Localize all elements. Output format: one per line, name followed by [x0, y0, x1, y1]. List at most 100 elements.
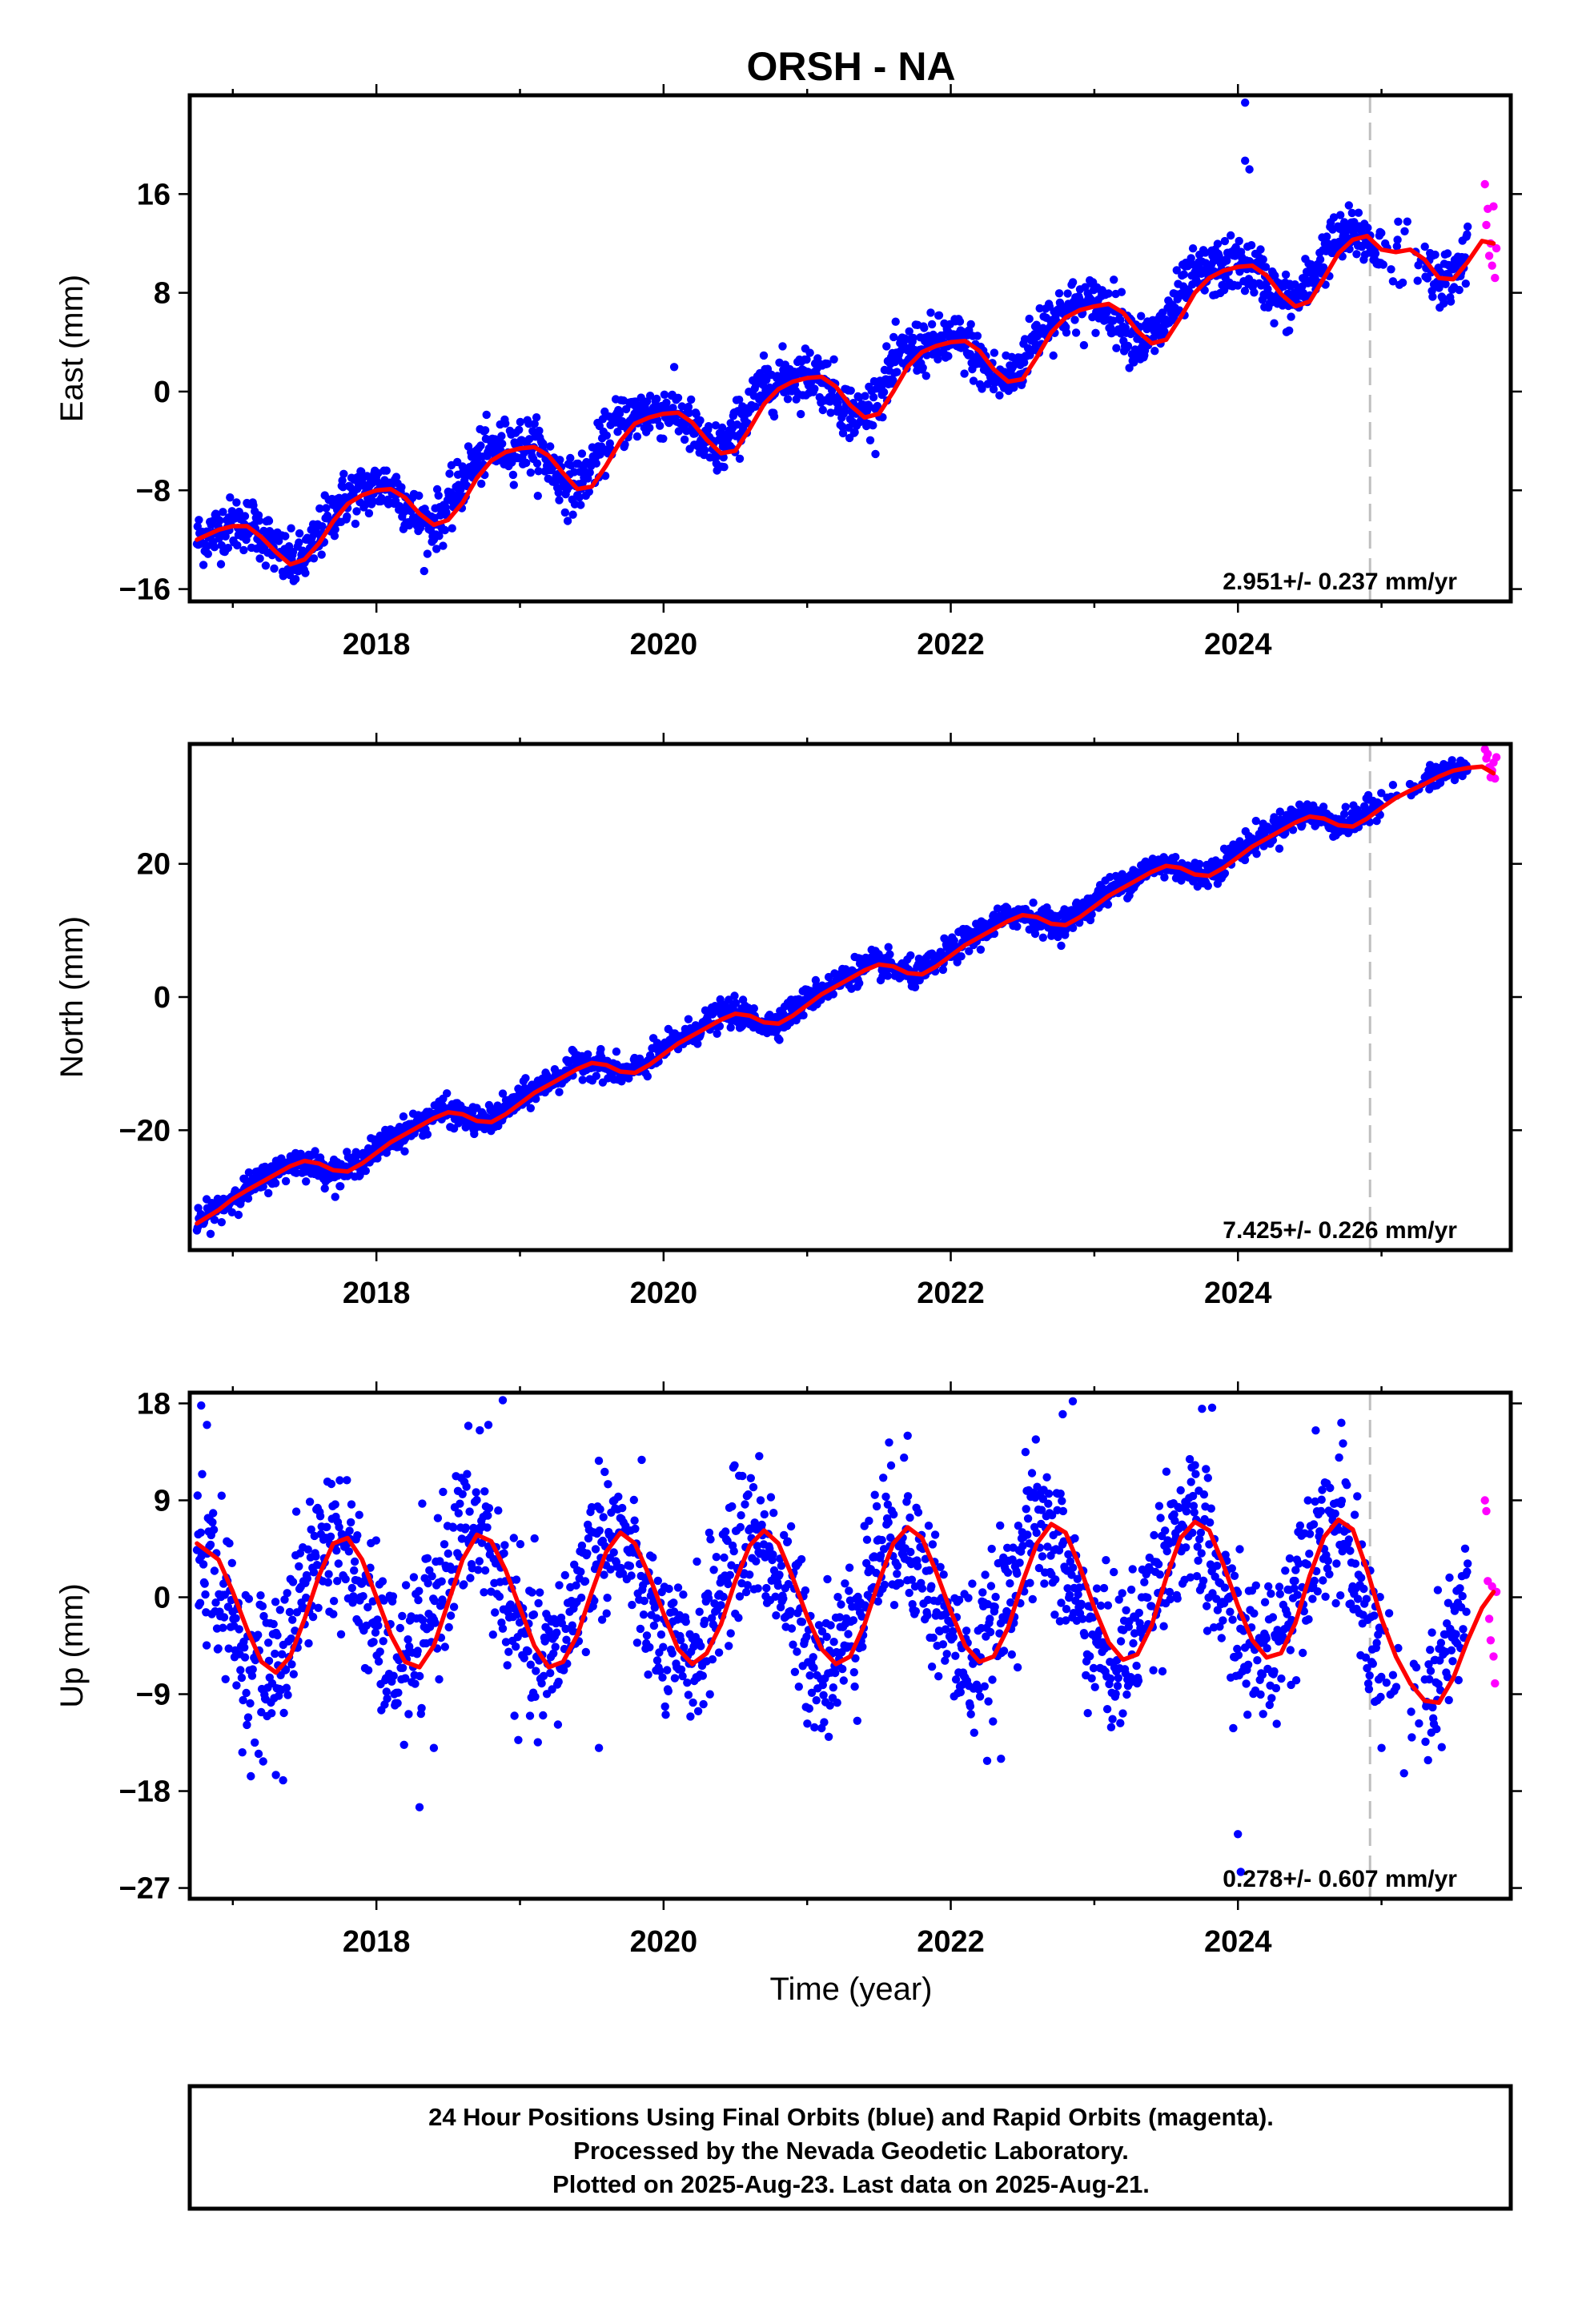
final-orbit-point — [331, 1192, 339, 1201]
final-orbit-point — [787, 1624, 797, 1633]
final-orbit-point — [697, 1642, 705, 1651]
rapid-orbit-point — [1484, 750, 1492, 758]
final-orbit-point — [327, 1479, 336, 1489]
final-orbit-point — [709, 1566, 718, 1574]
final-orbit-point — [693, 1557, 701, 1566]
final-orbit-point — [273, 1630, 282, 1640]
final-orbit-point — [738, 1471, 747, 1481]
final-orbit-point — [494, 1506, 503, 1515]
final-orbit-point — [1223, 256, 1231, 265]
final-orbit-point — [522, 458, 531, 468]
final-orbit-point — [602, 431, 611, 440]
final-orbit-point — [1054, 289, 1064, 298]
final-orbit-point — [1287, 312, 1295, 321]
final-orbit-point — [418, 1499, 427, 1508]
final-orbit-point — [303, 1545, 312, 1554]
final-orbit-point — [303, 1574, 311, 1583]
final-orbit-point — [221, 532, 230, 541]
final-orbit-point — [829, 355, 838, 364]
final-orbit-point — [237, 1673, 247, 1683]
final-orbit-point — [679, 1590, 688, 1599]
final-orbit-point — [336, 1182, 345, 1191]
final-orbit-point — [443, 1089, 452, 1098]
final-orbit-point — [534, 1598, 543, 1608]
x-tick-label: 2022 — [917, 628, 985, 661]
final-orbit-point — [669, 1598, 678, 1607]
final-orbit-point — [382, 466, 391, 475]
final-orbit-point — [1247, 241, 1256, 250]
final-orbit-point — [460, 1580, 468, 1589]
final-orbit-point — [1251, 816, 1261, 826]
final-orbit-point — [243, 1194, 253, 1203]
final-orbit-point — [309, 554, 319, 563]
final-orbit-outlier — [1241, 99, 1250, 107]
final-orbit-point — [1220, 236, 1230, 246]
final-orbit-point — [720, 1553, 729, 1562]
rapid-orbit-point — [1491, 273, 1500, 283]
chart-title: ORSH - NA — [746, 44, 955, 89]
final-orbit-point — [1388, 277, 1398, 286]
final-orbit-point — [398, 1663, 408, 1672]
final-orbit-point — [850, 428, 859, 436]
final-orbit-point — [196, 1528, 205, 1538]
final-orbit-point — [790, 1667, 800, 1676]
final-orbit-point — [472, 1495, 481, 1505]
final-orbit-point — [850, 1682, 859, 1691]
final-orbit-point — [1240, 287, 1250, 296]
final-orbit-point — [693, 1707, 703, 1715]
final-orbit-point — [736, 1522, 745, 1532]
final-orbit-point — [689, 1698, 697, 1707]
final-orbit-point — [600, 1467, 609, 1477]
final-orbit-point — [1311, 274, 1319, 283]
final-orbit-point — [810, 384, 819, 393]
final-orbit-point — [741, 1587, 751, 1597]
final-orbit-point — [474, 1566, 483, 1574]
final-orbit-point — [364, 509, 374, 518]
final-orbit-point — [198, 1470, 207, 1479]
final-orbit-point — [396, 1623, 404, 1633]
final-orbit-point — [423, 1554, 432, 1563]
final-orbit-point — [415, 491, 424, 501]
final-orbit-point — [528, 1588, 536, 1597]
final-orbit-point — [701, 1616, 709, 1626]
final-orbit-point — [696, 416, 705, 425]
final-orbit-point — [347, 1500, 356, 1509]
final-orbit-point — [226, 493, 235, 502]
final-orbit-point — [415, 1586, 424, 1595]
final-orbit-point — [288, 1578, 298, 1586]
final-orbit-point — [755, 1452, 764, 1461]
final-orbit-point — [877, 1535, 886, 1545]
final-orbit-point — [583, 1549, 592, 1558]
final-orbit-point — [254, 1749, 263, 1759]
final-orbit-point — [576, 1567, 585, 1576]
final-orbit-point — [440, 1642, 449, 1651]
final-orbit-point — [295, 1562, 303, 1571]
final-orbit-point — [464, 1421, 473, 1430]
final-orbit-point — [1049, 351, 1058, 360]
final-orbit-point — [512, 1642, 520, 1651]
final-orbit-point — [822, 1632, 831, 1642]
final-orbit-point — [640, 1596, 648, 1606]
final-orbit-point — [978, 384, 986, 393]
final-orbit-point — [391, 472, 401, 481]
final-orbit-point — [1215, 251, 1223, 260]
final-orbit-point — [1443, 249, 1452, 258]
final-orbit-point — [199, 561, 208, 569]
final-orbit-point — [769, 1509, 778, 1518]
final-orbit-point — [1455, 285, 1464, 295]
final-orbit-point — [217, 1491, 226, 1500]
final-orbit-point — [463, 1470, 472, 1478]
final-orbit-point — [1275, 844, 1284, 853]
final-orbit-point — [498, 439, 507, 448]
final-orbit-point — [338, 476, 347, 485]
final-orbit-point — [670, 1674, 680, 1683]
final-orbit-point — [881, 1492, 890, 1502]
final-orbit-point — [752, 1557, 761, 1566]
final-orbit-point — [1341, 802, 1350, 811]
final-orbit-point — [1125, 364, 1134, 372]
final-orbit-point — [614, 1492, 623, 1502]
final-orbit-point — [773, 1581, 783, 1590]
final-orbit-point — [828, 386, 837, 395]
y-tick-label: 20 — [137, 848, 171, 882]
final-orbit-point — [632, 1638, 642, 1647]
